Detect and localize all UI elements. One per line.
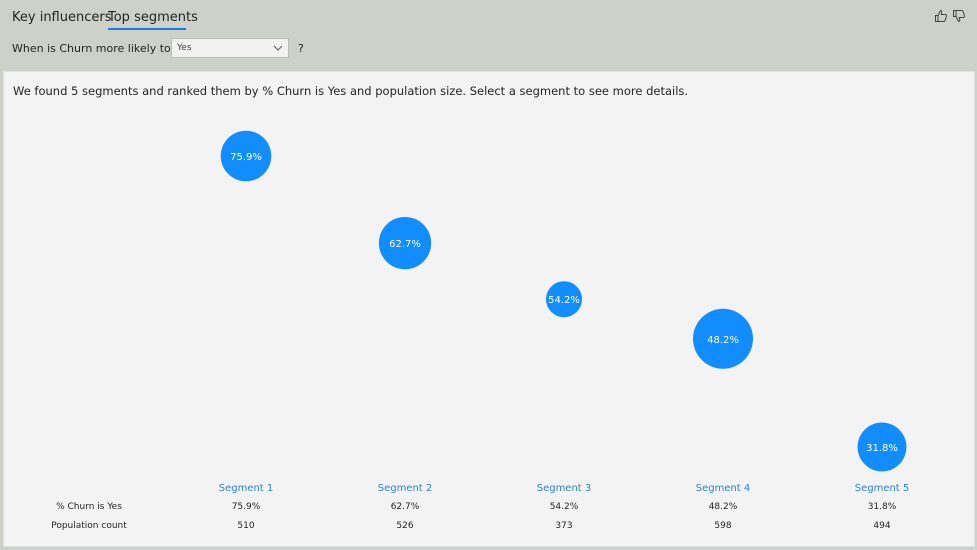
- segment-name-link[interactable]: Segment 3: [536, 483, 592, 494]
- segment-bubble[interactable]: 62.7%: [378, 216, 432, 270]
- segment-population-cell: 526: [396, 521, 414, 531]
- segment-bubble-label: 75.9%: [230, 152, 262, 163]
- churn-question-label: When is Churn more likely to be: [12, 42, 188, 55]
- segment-name-link[interactable]: Segment 4: [695, 483, 751, 494]
- chevron-down-icon: [273, 45, 283, 51]
- segment-bubble-circle[interactable]: [546, 281, 582, 318]
- segment-churn-cell: 75.9%: [231, 502, 261, 512]
- segment-population-cell: 373: [555, 521, 573, 531]
- segment-bubble-label: 31.8%: [866, 443, 898, 454]
- dropdown-selected-value: Yes: [177, 43, 192, 53]
- tab-key-influencers[interactable]: Key influencers: [12, 10, 112, 25]
- segment-bubble-label: 62.7%: [389, 239, 421, 250]
- active-tab-indicator: [108, 28, 186, 30]
- help-icon[interactable]: ?: [298, 42, 304, 55]
- segment-bubble-circle[interactable]: [378, 216, 432, 270]
- segment-bubble[interactable]: 48.2%: [693, 308, 753, 369]
- segment-name-link[interactable]: Segment 5: [854, 483, 910, 494]
- segment-bubble[interactable]: 75.9%: [220, 130, 272, 182]
- segment-churn-cell: 54.2%: [549, 502, 579, 512]
- segment-bubble-circle[interactable]: [693, 308, 753, 369]
- thumbs-up-icon[interactable]: [934, 9, 948, 23]
- segment-name-link[interactable]: Segment 2: [377, 483, 433, 494]
- segment-bubble-chart: 75.9% 62.7% 54.2% 48.2% 31.8%: [220, 130, 907, 472]
- churn-value-dropdown[interactable]: Yes: [171, 38, 289, 58]
- segment-population-cell: 494: [873, 521, 891, 531]
- segment-bubble-circle[interactable]: [857, 422, 907, 472]
- segment-bubble-label: 54.2%: [548, 295, 580, 306]
- segment-population-cell: 510: [237, 521, 255, 531]
- segment-bubble[interactable]: 54.2%: [546, 281, 582, 318]
- segment-churn-cell: 62.7%: [390, 502, 420, 512]
- segment-bubble-circle[interactable]: [220, 130, 272, 182]
- tab-top-segments[interactable]: Top segments: [108, 10, 198, 25]
- segment-bubble[interactable]: 31.8%: [857, 422, 907, 472]
- population-row-label: Population count: [51, 521, 127, 531]
- segment-churn-cell: 48.2%: [708, 502, 738, 512]
- segment-name-link[interactable]: Segment 1: [218, 483, 274, 494]
- segment-population-cell: 598: [714, 521, 732, 531]
- churn-row-label: % Churn is Yes: [56, 502, 122, 512]
- segments-panel: We found 5 segments and ranked them by %…: [3, 71, 975, 547]
- thumbs-down-icon[interactable]: [952, 9, 966, 23]
- segment-churn-cell: 31.8%: [867, 502, 897, 512]
- summary-text: We found 5 segments and ranked them by %…: [13, 84, 689, 98]
- visual-header: Key influencers Top segments When is Chu…: [0, 0, 977, 70]
- segment-bubble-label: 48.2%: [707, 335, 739, 346]
